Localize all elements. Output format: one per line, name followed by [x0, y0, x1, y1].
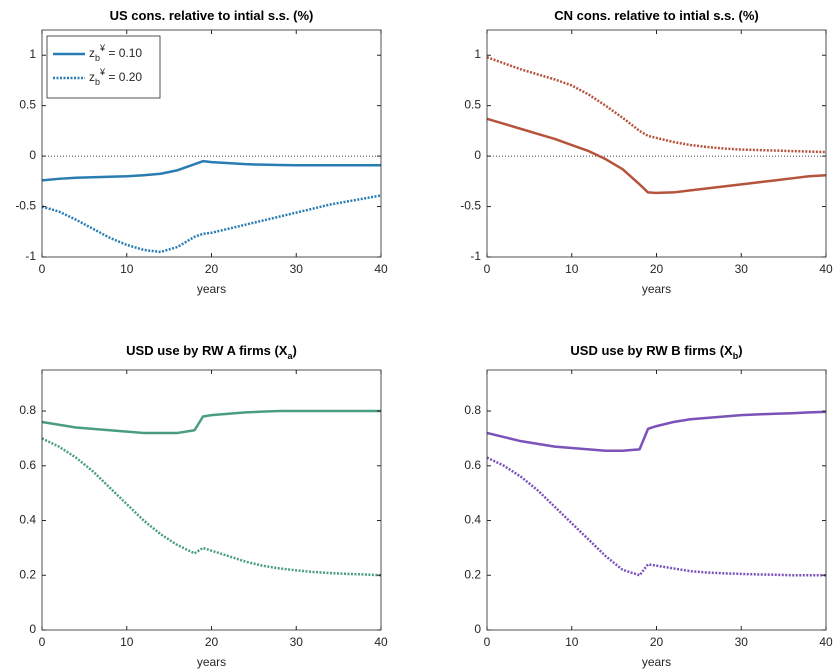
y-tick-label: -1	[25, 249, 36, 263]
x-tick-label: 40	[819, 635, 833, 649]
x-tick-label: 40	[374, 635, 388, 649]
x-tick-label: 40	[819, 262, 833, 276]
x-tick-label: 0	[484, 635, 491, 649]
x-tick-label: 30	[735, 635, 749, 649]
legend-box	[46, 35, 161, 99]
y-tick-label: 0.8	[19, 403, 36, 417]
x-tick-label: 10	[120, 635, 134, 649]
x-axis-label: years	[197, 282, 226, 296]
plot-area	[42, 370, 381, 630]
y-tick-label: 0.2	[464, 567, 481, 581]
x-axis-label: years	[642, 282, 671, 296]
y-tick-label: 0	[474, 622, 481, 636]
x-tick-label: 10	[120, 262, 134, 276]
legend-label: zb¥ = 0.20	[89, 67, 142, 87]
y-tick-label: 0	[474, 148, 481, 162]
x-tick-label: 0	[39, 635, 46, 649]
x-tick-label: 0	[39, 262, 46, 276]
y-tick-label: 0.2	[19, 567, 36, 581]
x-axis-label: years	[197, 655, 226, 669]
x-tick-label: 0	[484, 262, 491, 276]
x-tick-label: 30	[290, 635, 304, 649]
y-tick-label: -1	[470, 249, 481, 263]
series-line	[486, 410, 827, 452]
y-tick-label: 0.6	[19, 458, 36, 472]
series-line	[41, 159, 381, 182]
plot-area	[487, 30, 826, 257]
y-tick-label: 0	[29, 622, 36, 636]
y-tick-label: -0.5	[15, 199, 36, 213]
chart-title: USD use by RW B firms (Xb)	[570, 343, 742, 361]
x-tick-label: 30	[735, 262, 749, 276]
x-tick-label: 10	[565, 262, 579, 276]
y-tick-label: 0.5	[464, 98, 481, 112]
y-tick-label: -0.5	[460, 199, 481, 213]
x-tick-label: 20	[205, 635, 219, 649]
chart-title: USD use by RW A firms (Xa)	[126, 343, 297, 361]
x-axis-label: years	[642, 655, 671, 669]
x-tick-label: 40	[374, 262, 388, 276]
legend-label: zb¥ = 0.10	[89, 43, 142, 63]
y-tick-label: 1	[29, 47, 36, 61]
chart-title: CN cons. relative to intial s.s. (%)	[554, 8, 758, 23]
y-tick-label: 0.5	[19, 98, 36, 112]
x-tick-label: 30	[290, 262, 304, 276]
series-line	[486, 117, 827, 195]
y-tick-label: 1	[474, 47, 481, 61]
series-line	[41, 194, 382, 254]
series-line	[41, 437, 382, 577]
series-line	[41, 409, 381, 435]
y-tick-label: 0.6	[464, 458, 481, 472]
x-tick-label: 20	[205, 262, 219, 276]
x-tick-label: 20	[650, 635, 664, 649]
plot-area	[487, 370, 826, 630]
y-tick-label: 0	[29, 148, 36, 162]
y-tick-label: 0.4	[19, 513, 36, 527]
y-tick-label: 0.8	[464, 403, 481, 417]
y-tick-label: 0.4	[464, 513, 481, 527]
x-tick-label: 20	[650, 262, 664, 276]
x-tick-label: 10	[565, 635, 579, 649]
chart-title: US cons. relative to intial s.s. (%)	[110, 8, 314, 23]
